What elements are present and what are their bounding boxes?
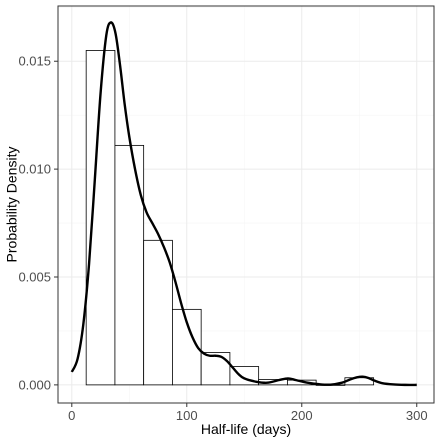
histogram-bar (114, 144, 145, 386)
density-curve (70, 21, 417, 387)
x-axis-title: Half-life (days) (201, 421, 291, 437)
panel-border (57, 5, 435, 404)
grid-layer (58, 6, 434, 403)
y-tick-label: 0.010 (18, 162, 51, 177)
y-axis-title: Probability Density (4, 147, 20, 263)
histogram-bar (143, 239, 173, 386)
x-tick-label: 100 (176, 408, 198, 423)
x-axis-ticks: 0 100 200 300 (68, 403, 428, 423)
y-tick-label: 0.000 (18, 377, 51, 392)
y-axis-ticks: 0.000 0.005 0.010 0.015 (18, 54, 58, 392)
histogram-bar (200, 352, 231, 386)
x-tick-label: 0 (68, 408, 75, 423)
y-tick-label: 0.005 (18, 269, 51, 284)
x-tick-label: 300 (406, 408, 428, 423)
density-curve-layer (70, 21, 417, 387)
x-tick-label: 200 (291, 408, 313, 423)
y-tick-label: 0.015 (18, 54, 51, 69)
